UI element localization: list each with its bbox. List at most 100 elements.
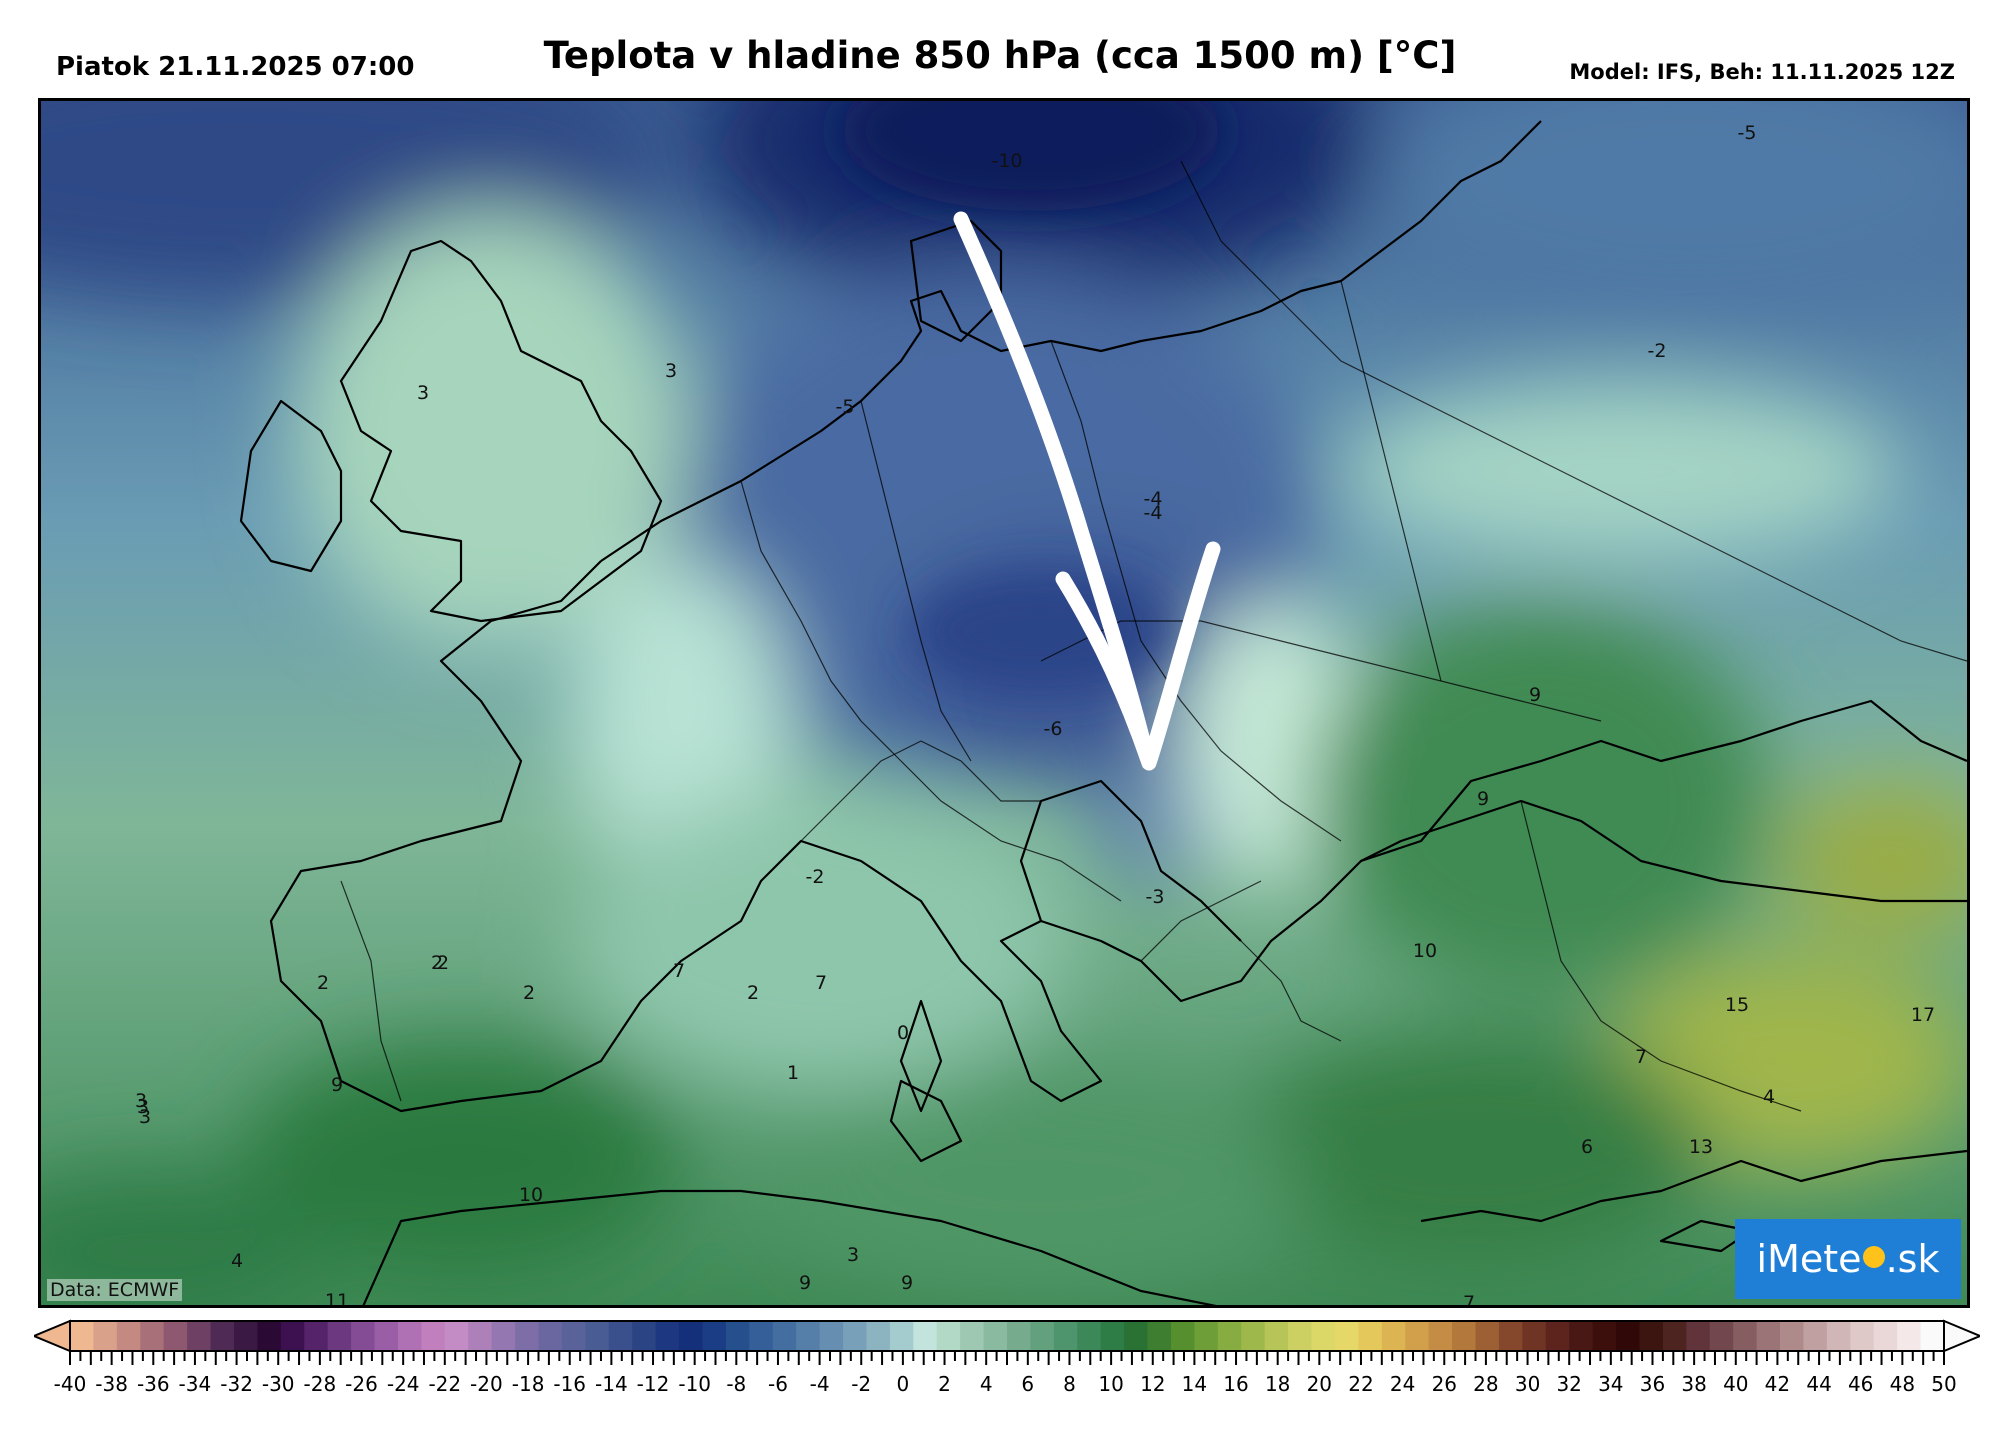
colorbar-cell — [1264, 1321, 1289, 1351]
colorbar-cell — [187, 1321, 212, 1351]
colorbar-cell — [233, 1321, 258, 1351]
colorbar-tick-label: -26 — [345, 1372, 378, 1396]
colorbar-tick-label: -38 — [95, 1372, 128, 1396]
colorbar-tick-label: 30 — [1514, 1372, 1541, 1396]
colorbar-cell — [1217, 1321, 1242, 1351]
colorbar-cell — [1897, 1321, 1922, 1351]
colorbar-tick-label: -20 — [470, 1372, 503, 1396]
colorbar-cell — [1030, 1321, 1055, 1351]
colorbar-cell — [772, 1321, 797, 1351]
colorbar-tick-label: -18 — [511, 1372, 545, 1396]
imeteo-logo[interactable]: iMete .sk — [1735, 1219, 1961, 1299]
colorbar-tick-label: -28 — [303, 1372, 337, 1396]
colorbar-cell — [1850, 1321, 1875, 1351]
colorbar-tick-label: -34 — [178, 1372, 212, 1396]
colorbar-cell — [866, 1321, 891, 1351]
colorbar-cell — [1170, 1321, 1196, 1351]
contour-label: 17 — [1910, 1004, 1936, 1026]
colorbar-cell — [70, 1321, 95, 1351]
colorbar-tick-label: -10 — [678, 1372, 712, 1396]
borders — [340, 160, 1967, 1112]
contour-label: 2 — [746, 982, 760, 1004]
contour-label: 3 — [138, 1106, 152, 1128]
brand-text-post: .sk — [1885, 1237, 1940, 1281]
colorbar-tick-label: 36 — [1639, 1372, 1666, 1396]
contour-label: 2 — [316, 972, 330, 994]
arrow-head — [1055, 541, 1221, 771]
colorbar-tick-label: 6 — [1021, 1372, 1035, 1396]
colorbar-tick-label: 12 — [1140, 1372, 1166, 1396]
colorbar-cell — [561, 1321, 586, 1351]
contour-label: 7 — [1462, 1292, 1476, 1308]
colorbar-tick-label: 20 — [1306, 1372, 1333, 1396]
colorbar-cell — [1709, 1321, 1734, 1351]
contour-label: 3 — [134, 1090, 148, 1112]
colorbar-cell — [1124, 1321, 1149, 1351]
colorbar-cell — [913, 1321, 938, 1351]
colorbar-tick-label: 24 — [1389, 1372, 1416, 1396]
colorbar-cell — [280, 1321, 305, 1351]
contour-label: -5 — [835, 396, 855, 418]
forecast-date: Piatok 21.11.2025 07:00 — [56, 52, 415, 82]
colorbar-cell — [116, 1321, 141, 1351]
colorbar-cell — [1780, 1321, 1805, 1351]
contour-label: -2 — [805, 866, 825, 888]
colorbar-tick-label: -12 — [636, 1372, 670, 1396]
colorbar-cell — [796, 1321, 821, 1351]
colorbar-cell — [327, 1321, 352, 1351]
colorbar-cell — [1077, 1321, 1102, 1351]
contour-label: 6 — [1580, 1136, 1594, 1158]
colorbar-cell — [936, 1321, 961, 1351]
contour-label: 9 — [1476, 788, 1490, 810]
colorbar-min-extension — [34, 1319, 71, 1353]
colorbar-cell — [889, 1321, 914, 1351]
colorbar-cell — [1428, 1321, 1453, 1351]
colorbar-tick-label: -22 — [428, 1372, 462, 1396]
colorbar-cell — [1334, 1321, 1359, 1351]
colorbar-cell — [257, 1321, 282, 1351]
colorbar-cell — [1288, 1321, 1313, 1351]
hand-drawn-white-arrow-southward — [953, 211, 1155, 765]
colorbar-cell — [843, 1321, 868, 1351]
colorbar-cell — [538, 1321, 563, 1351]
colorbar-tick-label: -24 — [386, 1372, 420, 1396]
colorbar-cell — [304, 1321, 329, 1351]
contour-label: 3 — [846, 1244, 860, 1266]
colorbar-cell — [1358, 1321, 1383, 1351]
colorbar-cell — [1452, 1321, 1477, 1351]
temperature-map[interactable]: -10 -5 -5 -2 3 3 -4 -4 -6 -2 -3 9 9 10 2… — [38, 98, 1970, 1308]
colorbar-tick-label: 32 — [1556, 1372, 1582, 1396]
contour-label: 9 — [798, 1272, 812, 1294]
contour-label: -6 — [1043, 718, 1063, 740]
colorbar-tick-label: -36 — [136, 1372, 170, 1396]
colorbar-cell — [444, 1321, 469, 1351]
contour-label: 9 — [1528, 684, 1542, 706]
contour-label: -2 — [1647, 340, 1667, 362]
contour-label: 4 — [1762, 1086, 1776, 1108]
contour-label: 7 — [814, 972, 828, 994]
colorbar-tick-label: 48 — [1889, 1372, 1916, 1396]
colorbar-tick-label: 14 — [1181, 1372, 1208, 1396]
colorbar-cell — [1756, 1321, 1781, 1351]
contour-label: 1 — [786, 1062, 800, 1084]
colorbar-tick-label: 16 — [1223, 1372, 1249, 1396]
colorbar-tick-label: -40 — [53, 1372, 87, 1396]
contour-label: 3 — [416, 382, 430, 404]
map-title: Teplota v hladine 850 hPa (cca 1500 m) [… — [543, 34, 1457, 77]
colorbar-tick-label: 50 — [1931, 1372, 1957, 1396]
contour-label: 9 — [900, 1272, 914, 1294]
colorbar-tick-label: 18 — [1264, 1372, 1291, 1396]
colorbar-max-extension — [1943, 1319, 1980, 1353]
contour-label: 11 — [324, 1290, 350, 1308]
colorbar-cell — [397, 1321, 422, 1351]
map-fields — [41, 101, 1967, 1305]
contour-label: 10 — [518, 1184, 544, 1206]
colorbar-cell — [749, 1321, 774, 1351]
colorbar-tick-label: -30 — [261, 1372, 295, 1396]
colorbar-cell — [210, 1321, 235, 1351]
colorbar-tick-label: -8 — [726, 1372, 747, 1396]
colorbar-cell — [468, 1321, 493, 1351]
contour-label: -3 — [1145, 886, 1165, 908]
contour-label: 10 — [1412, 940, 1438, 962]
contour-label: 2 — [436, 952, 450, 974]
